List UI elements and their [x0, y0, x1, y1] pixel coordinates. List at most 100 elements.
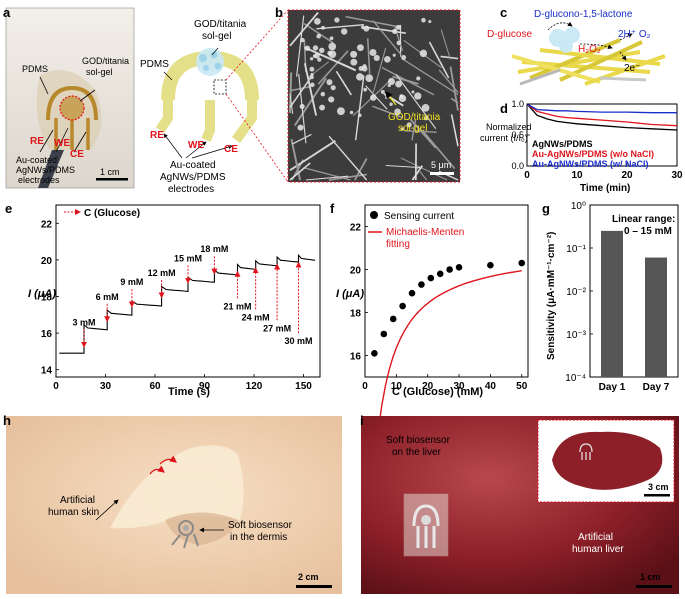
panel-f-xlabel: C (Glucose) (mM)	[392, 386, 483, 398]
sem-particle	[369, 48, 377, 57]
sem-particle	[414, 92, 422, 100]
panel-f-letter: f	[330, 201, 335, 216]
y-tick-label: 10⁻¹	[566, 244, 586, 255]
schematic-solgel	[196, 48, 224, 76]
panel-d-series	[526, 103, 678, 131]
panel-a2-re: RE	[150, 130, 164, 141]
y-tick-label: 22	[350, 223, 362, 234]
y-tick-label: 20	[41, 256, 53, 267]
panel-d-ylabel-l1: Normalized	[486, 122, 532, 132]
panel-b: b GOD/titania sol-gel 5 μm	[275, 5, 461, 183]
panel-e-ticks: 14 16 18 20 22 0 30 60 90 120 150	[41, 219, 312, 392]
sem-particle	[423, 116, 428, 121]
panel-g-plot: Day 1 Day 7	[599, 230, 670, 393]
sem-particle	[300, 37, 305, 43]
panel-f: f 16 18 20 22 0 10 20 30 40 50 Sensing current Mi…	[330, 201, 529, 469]
skin-sensor	[171, 520, 199, 549]
sem-particle	[365, 74, 374, 82]
panel-h-letter: h	[3, 413, 11, 428]
sem-particle	[297, 124, 304, 131]
data-point	[518, 259, 526, 267]
x-tick-label: 0	[524, 170, 530, 181]
sem-particle	[328, 96, 335, 103]
panel-e-legend: C (Glucose)	[84, 208, 140, 219]
y-tick-label: 1.0	[511, 99, 524, 109]
sem-particle	[319, 104, 326, 111]
tweezer-shape	[38, 150, 64, 188]
panel-f-ylabel: I (μA)	[336, 288, 364, 300]
panel-f-legend-fit-l2: fitting	[386, 239, 410, 250]
sem-particle	[406, 122, 412, 128]
legend-entry-au-w-nacl: Au-AgNWs/PDMS (w/ NaCl)	[532, 159, 649, 169]
data-point	[427, 274, 435, 282]
sem-particle	[361, 65, 368, 72]
sem-nanowire	[404, 130, 437, 133]
panel-f-legend-fit-l1: Michaelis-Menten	[386, 227, 464, 238]
data-point	[371, 350, 378, 357]
nanowire-bundle	[511, 38, 666, 86]
y-tick-label: 18	[350, 309, 362, 320]
sem-particle	[392, 53, 396, 57]
panel-a-au-l2: AgNWs/PDMS	[16, 165, 75, 175]
skin-flap	[110, 445, 244, 529]
sem-nanowire	[289, 93, 294, 114]
panel-i-bio-l2: on the liver	[392, 447, 442, 458]
sem-nanowire	[304, 46, 357, 72]
panel-a: a PDMS GOD/titania sol-gel RE WE CE Au-c…	[3, 5, 135, 189]
panel-c: c D-glucono-1,5-lactone D-glucose H₂O₂ 2…	[487, 5, 666, 86]
sem-nanowire	[366, 38, 371, 74]
x-tick-label: 10	[391, 381, 403, 392]
panel-b-scale: 5 μm	[431, 160, 451, 170]
god-spot	[59, 95, 85, 121]
panel-e-frame	[55, 204, 321, 378]
sem-nanowire	[450, 114, 459, 147]
panel-f-legend-points: Sensing current	[384, 211, 454, 222]
sem-particle	[321, 25, 325, 30]
panel-h-scalebar	[296, 585, 332, 588]
sem-particle	[380, 90, 385, 95]
series-line-1	[526, 103, 678, 127]
sem-nanowire	[440, 29, 451, 60]
x-tick-label: 10	[571, 170, 583, 181]
panel-a2-au-l1: Au-coated	[170, 160, 216, 171]
panel-e-ylabel: I (μA)	[28, 288, 56, 300]
data-point	[455, 264, 463, 271]
sem-particle	[330, 85, 336, 91]
panel-h-bio-l1: Soft biosensor	[228, 520, 293, 531]
panel-a-scalebar	[96, 178, 128, 181]
sem-particle	[395, 24, 401, 30]
panel-b-letter: b	[275, 5, 283, 20]
x-tick-label: 20	[422, 381, 434, 392]
sem-particle	[421, 104, 430, 112]
panel-a-re: RE	[30, 136, 44, 147]
panel-g: g Day 1 Day 7 10⁰ 10⁻¹ 10⁻² 10⁻³ 10⁻⁴ Linear …	[542, 201, 679, 393]
legend-entry-au-wo-nacl: Au-AgNWs/PDMS (w/o NaCl)	[532, 149, 654, 159]
sem-nanowire	[385, 164, 422, 169]
panel-a-schematic: GOD/titania sol-gel PDMS RE WE CE Au-coa…	[140, 9, 289, 195]
panel-i-liver-l1: Artificial	[578, 532, 613, 543]
sem-particle	[299, 103, 305, 110]
panel-c-glucose: D-glucose	[487, 29, 532, 40]
category-label: Day 7	[643, 382, 670, 393]
panel-g-note-l1: Linear range:	[612, 214, 675, 225]
step-label: 15 mM	[174, 253, 202, 263]
panel-g-ylabel: Sensitivity (μA·mM⁻¹·cm⁻²)	[546, 232, 557, 360]
category-label: Day 1	[599, 382, 626, 393]
panel-a2-god-l2: sol-gel	[202, 31, 231, 42]
panel-a-pdms: PDMS	[22, 64, 48, 74]
data-point	[399, 302, 406, 310]
data-point	[380, 330, 388, 338]
panel-f-ticks: 16 18 20 22 0 10 20 30 40 50	[350, 223, 528, 393]
y-tick-label: 10⁻³	[566, 330, 586, 341]
panel-d-ticks: 0.0 0.5 1.0 0 10 20 30	[511, 99, 683, 181]
panel-i-scale: 1 cm	[640, 572, 661, 582]
electrode-arc	[46, 85, 98, 121]
panel-a-god-l1: GOD/titania	[82, 56, 129, 66]
panel-b-scalebar	[430, 172, 454, 175]
sem-border	[287, 9, 461, 183]
step-label: 21 mM	[223, 301, 251, 311]
sem-nanowire	[291, 133, 312, 145]
sem-particle	[363, 87, 368, 92]
sem-particle	[400, 127, 405, 131]
panel-a2-ce: CE	[224, 144, 238, 155]
